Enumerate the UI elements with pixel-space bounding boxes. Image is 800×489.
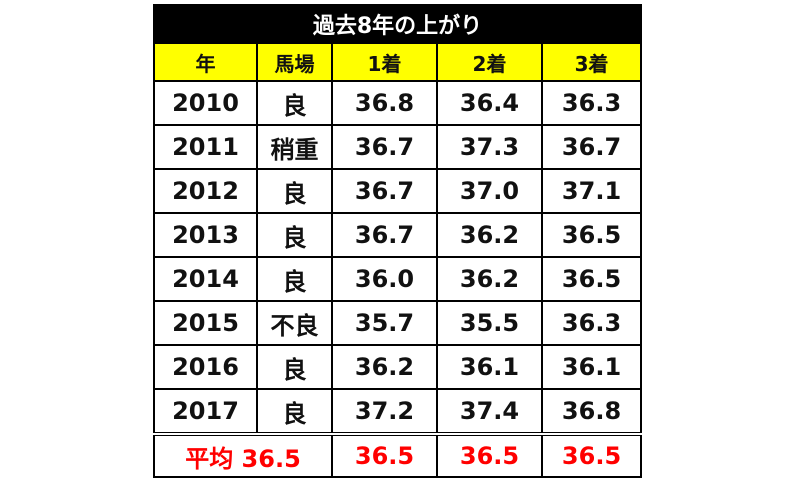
year-cell: 2015 [153, 300, 258, 346]
second-place-cell: 36.2 [436, 256, 543, 302]
header-year: 年 [153, 42, 258, 82]
third-place-cell: 36.8 [540, 388, 643, 435]
table-title-row: 過去8年の上がり [152, 4, 643, 44]
third-place-cell: 36.3 [540, 80, 643, 126]
header-second: 2着 [436, 42, 543, 82]
track-condition-cell: 良 [256, 256, 333, 302]
year-cell: 2014 [153, 256, 258, 302]
track-condition-cell: 良 [256, 80, 333, 126]
table-row: 2017 良 37.2 37.4 36.8 [153, 388, 643, 435]
second-place-cell: 36.2 [436, 212, 543, 258]
first-place-cell: 36.0 [331, 256, 438, 302]
first-place-cell: 35.7 [331, 300, 438, 346]
average-label: 平均 36.5 [153, 433, 333, 478]
last-3f-table: 過去8年の上がり 年 馬場 1着 2着 3着 2010 良 36.8 36.4 … [152, 4, 643, 478]
table-row: 2014 良 36.0 36.2 36.5 [153, 256, 643, 302]
header-track: 馬場 [256, 42, 333, 82]
second-place-cell: 37.0 [436, 168, 543, 214]
second-place-cell: 36.1 [436, 344, 543, 390]
third-place-cell: 36.1 [540, 344, 643, 390]
year-cell: 2016 [153, 344, 258, 390]
year-cell: 2017 [153, 388, 258, 435]
average-first-cell: 36.5 [331, 433, 438, 478]
header-third: 3着 [540, 42, 643, 82]
average-second-cell: 36.5 [436, 433, 543, 478]
year-cell: 2013 [153, 212, 258, 258]
second-place-cell: 37.3 [436, 124, 543, 170]
table-row: 2011 稍重 36.7 37.3 36.7 [153, 124, 643, 170]
second-place-cell: 37.4 [436, 388, 543, 435]
third-place-cell: 36.3 [540, 300, 643, 346]
first-place-cell: 36.7 [331, 168, 438, 214]
table-title: 過去8年の上がり [152, 4, 643, 44]
first-place-cell: 36.7 [331, 124, 438, 170]
table-row: 2016 良 36.2 36.1 36.1 [153, 344, 643, 390]
year-cell: 2011 [153, 124, 258, 170]
track-condition-cell: 不良 [256, 300, 333, 346]
track-condition-cell: 良 [256, 344, 333, 390]
track-condition-cell: 良 [256, 388, 333, 435]
year-cell: 2012 [153, 168, 258, 214]
first-place-cell: 36.7 [331, 212, 438, 258]
table-row: 2012 良 36.7 37.0 37.1 [153, 168, 643, 214]
third-place-cell: 36.7 [540, 124, 643, 170]
table-row: 2015 不良 35.7 35.5 36.3 [153, 300, 643, 346]
third-place-cell: 36.5 [540, 212, 643, 258]
track-condition-cell: 良 [256, 212, 333, 258]
table-header-row: 年 馬場 1着 2着 3着 [153, 42, 643, 82]
average-third-cell: 36.5 [540, 433, 643, 478]
track-condition-cell: 稍重 [256, 124, 333, 170]
second-place-cell: 36.4 [436, 80, 543, 126]
first-place-cell: 36.8 [331, 80, 438, 126]
header-first: 1着 [331, 42, 438, 82]
year-cell: 2010 [153, 80, 258, 126]
third-place-cell: 36.5 [540, 256, 643, 302]
second-place-cell: 35.5 [436, 300, 543, 346]
table-row: 2010 良 36.8 36.4 36.3 [153, 80, 643, 126]
third-place-cell: 37.1 [540, 168, 643, 214]
first-place-cell: 36.2 [331, 344, 438, 390]
first-place-cell: 37.2 [331, 388, 438, 435]
average-row: 平均 36.5 36.5 36.5 36.5 [153, 433, 643, 478]
table-row: 2013 良 36.7 36.2 36.5 [153, 212, 643, 258]
track-condition-cell: 良 [256, 168, 333, 214]
